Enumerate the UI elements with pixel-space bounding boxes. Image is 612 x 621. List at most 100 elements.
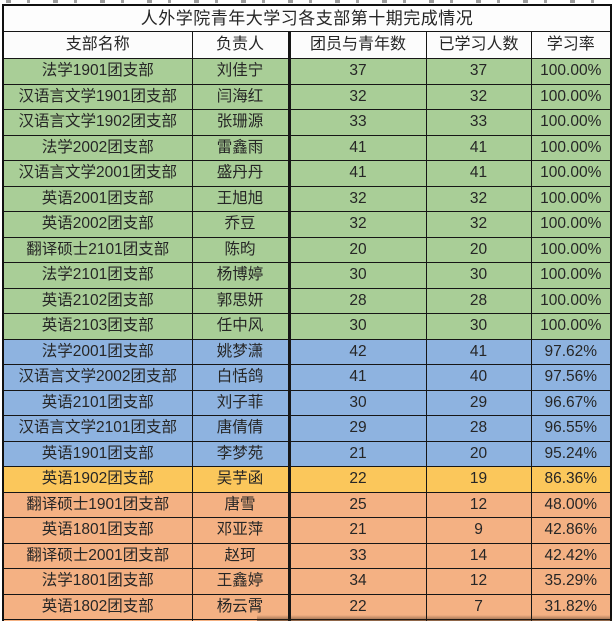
studied-cell: 28 (425, 287, 532, 314)
leader-cell: 杨云霄 (191, 593, 290, 620)
branch-cell: 汉语言文学1901团支部 (2, 83, 193, 110)
members-cell: 32 (287, 211, 427, 238)
cropped-text-remnants (6, 0, 606, 3)
table-row: 汉语言文学2002团支部 白恬鸽 41 40 97.56% (2, 364, 612, 391)
branch-cell: 翻译硕士2001团支部 (2, 542, 193, 569)
leader-cell: 乔豆 (191, 211, 290, 238)
table-row: 法学2001团支部 姚梦潇 42 41 97.62% (2, 338, 612, 365)
leader-cell: 李梦苑 (191, 440, 290, 467)
members-cell: 21 (287, 517, 427, 544)
rate-cell: 97.56% (530, 364, 612, 391)
leader-cell: 刘佳宁 (191, 58, 290, 85)
studied-cell: 29 (425, 389, 532, 416)
members-cell: 22 (287, 593, 427, 620)
leader-cell: 闫海红 (191, 83, 290, 110)
members-cell: 21 (287, 440, 427, 467)
col-header-studied: 已学习人数 (425, 31, 532, 59)
branch-cell: 英语1902团支部 (2, 466, 193, 493)
header-row: 支部名称 负责人 团员与青年数 已学习人数 学习率 (2, 31, 612, 59)
leader-cell: 陈昀 (191, 236, 290, 263)
members-cell: 42 (287, 338, 427, 365)
branch-cell: 法学1801团支部 (2, 568, 193, 595)
studied-cell: 20 (425, 440, 532, 467)
rate-cell: 42.86% (530, 517, 612, 544)
branch-cell: 翻译硕士2101团支部 (2, 236, 193, 263)
studied-cell: 32 (425, 185, 532, 212)
studied-cell: 30 (425, 262, 532, 289)
studied-cell: 19 (425, 466, 532, 493)
table-row: 汉语言文学2101团支部 唐倩倩 29 28 96.55% (2, 415, 612, 442)
members-cell: 32 (287, 83, 427, 110)
table-row: 汉语言文学1902团支部 张珊源 33 33 100.00% (2, 109, 612, 136)
branch-cell: 汉语言文学2001团支部 (2, 160, 193, 187)
branch-cell: 翻译硕士1901团支部 (2, 491, 193, 518)
members-cell: 33 (287, 542, 427, 569)
table-title: 人外学院青年大学习各支部第十期完成情况 (2, 4, 612, 32)
rate-cell: 96.67% (530, 389, 612, 416)
rate-cell: 100.00% (530, 58, 612, 85)
table-row: 翻译硕士2001团支部 赵珂 33 14 42.42% (2, 542, 612, 569)
rate-cell: 100.00% (530, 262, 612, 289)
rate-cell: 95.24% (530, 440, 612, 467)
table-row: 英语1902团支部 吴芋函 22 19 86.36% (2, 466, 612, 493)
table-row: 翻译硕士2101团支部 陈昀 20 20 100.00% (2, 236, 612, 263)
studied-cell: 12 (425, 491, 532, 518)
branch-cell: 汉语言文学2101团支部 (2, 415, 193, 442)
table-row: 英语2001团支部 王旭旭 32 32 100.00% (2, 185, 612, 212)
members-cell: 20 (287, 236, 427, 263)
studied-cell: 30 (425, 313, 532, 340)
rate-cell: 48.00% (530, 491, 612, 518)
rate-cell: 42.42% (530, 542, 612, 569)
leader-cell: 白恬鸽 (191, 364, 290, 391)
table-row: 英语2002团支部 乔豆 32 32 100.00% (2, 211, 612, 238)
rate-cell: 86.36% (530, 466, 612, 493)
leader-cell: 刘子菲 (191, 389, 290, 416)
table-row: 英语1801团支部 邓亚萍 21 9 42.86% (2, 517, 612, 544)
members-cell: 34 (287, 568, 427, 595)
rate-cell: 31.82% (530, 593, 612, 620)
rate-cell: 96.55% (530, 415, 612, 442)
members-cell: 22 (287, 466, 427, 493)
branch-cell: 汉语言文学1902团支部 (2, 109, 193, 136)
leader-cell: 郭思妍 (191, 287, 290, 314)
completion-table: 人外学院青年大学习各支部第十期完成情况 支部名称 负责人 团员与青年数 已学习人… (2, 4, 612, 621)
leader-cell: 赵珂 (191, 542, 290, 569)
table-row: 英语2102团支部 郭思妍 28 28 100.00% (2, 287, 612, 314)
col-header-members: 团员与青年数 (287, 31, 427, 59)
leader-cell: 唐雪 (191, 491, 290, 518)
leader-cell: 邓亚萍 (191, 517, 290, 544)
studied-cell: 40 (425, 364, 532, 391)
col-header-leader: 负责人 (191, 31, 290, 59)
leader-cell: 任中风 (191, 313, 290, 340)
studied-cell: 33 (425, 109, 532, 136)
leader-cell: 张珊源 (191, 109, 290, 136)
studied-cell: 41 (425, 338, 532, 365)
leader-cell: 王鑫婷 (191, 568, 290, 595)
table-row: 法学2101团支部 杨博婷 30 30 100.00% (2, 262, 612, 289)
rate-cell: 100.00% (530, 134, 612, 161)
table-row: 法学1801团支部 王鑫婷 34 12 35.29% (2, 568, 612, 595)
col-header-rate: 学习率 (530, 31, 612, 59)
members-cell: 25 (287, 491, 427, 518)
members-cell: 33 (287, 109, 427, 136)
table-row: 汉语言文学2001团支部 盛丹丹 41 41 100.00% (2, 160, 612, 187)
members-cell: 32 (287, 185, 427, 212)
branch-cell: 汉语言文学2002团支部 (2, 364, 193, 391)
rate-cell: 100.00% (530, 236, 612, 263)
branch-cell: 英语1802团支部 (2, 593, 193, 620)
members-cell: 41 (287, 134, 427, 161)
table-row: 英语1901团支部 李梦苑 21 20 95.24% (2, 440, 612, 467)
studied-cell: 7 (425, 593, 532, 620)
leader-cell: 唐倩倩 (191, 415, 290, 442)
branch-cell: 英语2101团支部 (2, 389, 193, 416)
branch-cell: 英语2001团支部 (2, 185, 193, 212)
col-header-branch: 支部名称 (2, 31, 193, 59)
rate-cell: 100.00% (530, 185, 612, 212)
branch-cell: 法学2101团支部 (2, 262, 193, 289)
studied-cell: 32 (425, 211, 532, 238)
studied-cell: 28 (425, 415, 532, 442)
members-cell: 30 (287, 313, 427, 340)
rate-cell: 100.00% (530, 313, 612, 340)
table-row: 英语2101团支部 刘子菲 30 29 96.67% (2, 389, 612, 416)
